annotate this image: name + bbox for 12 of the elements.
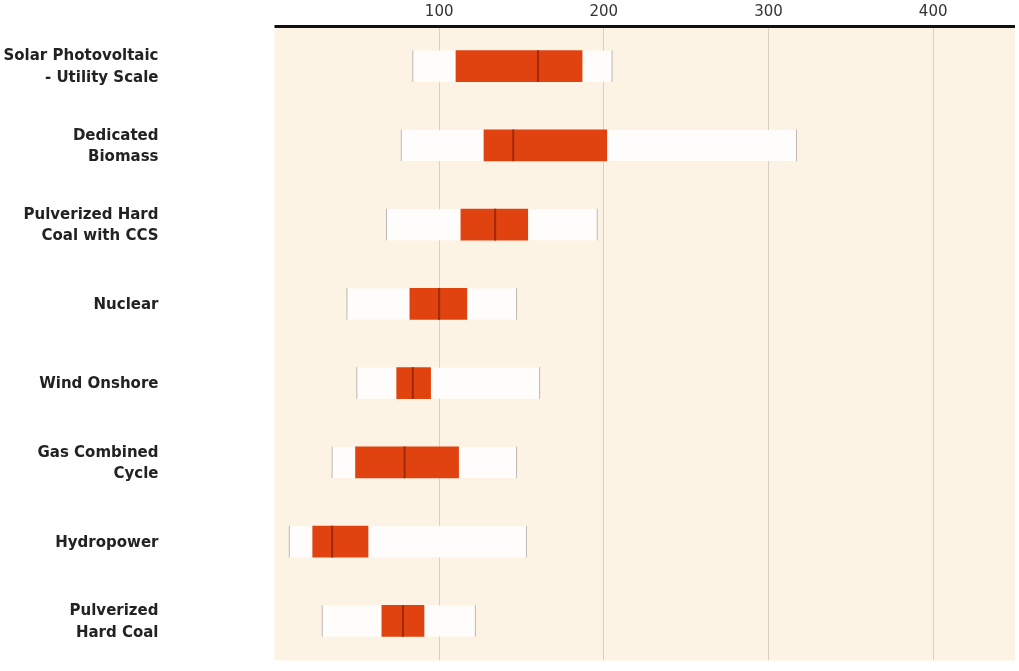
y-tick-label: Solar Photovoltaic - Utility Scale — [3, 46, 159, 86]
y-tick-label: Gas Combined Cycle — [37, 442, 159, 483]
y-tick-label: Hydropower — [55, 532, 160, 551]
x-tick-label: 200 — [589, 1, 619, 20]
x-tick-label: 400 — [918, 1, 948, 20]
y-tick-label: Pulverized Hard Coal with CCS — [23, 204, 159, 245]
x-tick-label: 100 — [424, 1, 454, 20]
y-tick-label: Pulverized Hard Coal — [69, 601, 159, 641]
y-tick-label: Nuclear — [93, 294, 160, 313]
y-tick-label: Wind Onshore — [39, 374, 159, 393]
y-tick-label: Dedicated Biomass — [72, 125, 159, 166]
x-tick-label: 300 — [754, 1, 783, 20]
